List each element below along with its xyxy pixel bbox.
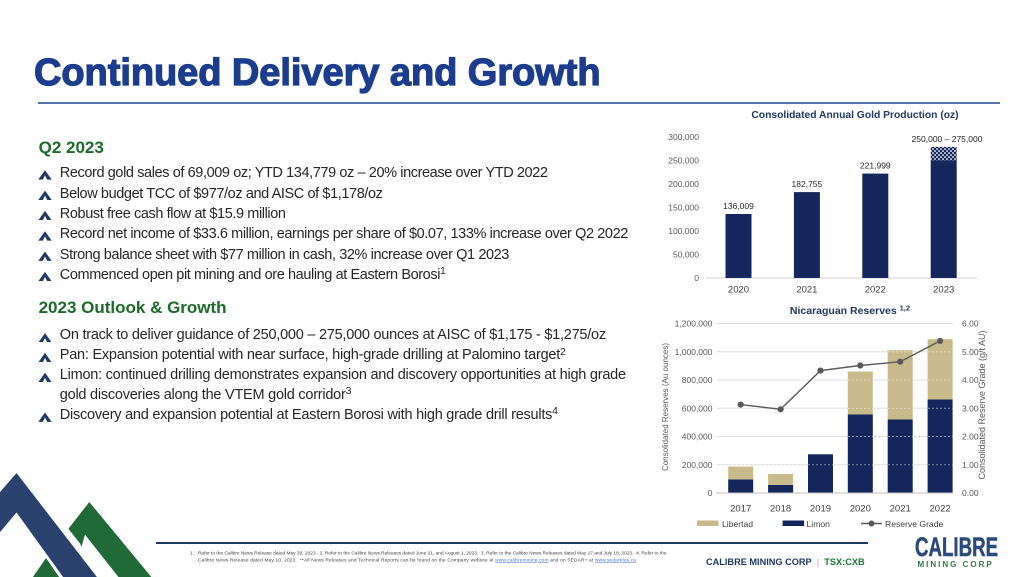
svg-text:2018: 2018 <box>770 504 791 515</box>
svg-text:600,000: 600,000 <box>682 403 713 413</box>
svg-text:2.00: 2.00 <box>962 432 979 442</box>
svg-text:Consolidated Reserves (Au ounc: Consolidated Reserves (Au ounces) <box>661 343 670 471</box>
svg-text:3.00: 3.00 <box>962 403 979 413</box>
svg-text:Limon: Limon <box>807 519 831 529</box>
svg-text:200,000: 200,000 <box>668 179 699 189</box>
svg-text:1,000,000: 1,000,000 <box>675 347 713 357</box>
svg-text:0: 0 <box>694 273 699 283</box>
svg-text:2019: 2019 <box>810 504 831 515</box>
svg-text:200,000: 200,000 <box>682 460 713 470</box>
svg-text:1,200,000: 1,200,000 <box>675 319 713 329</box>
svg-text:300,000: 300,000 <box>668 132 699 142</box>
svg-text:2022: 2022 <box>865 285 886 296</box>
svg-text:0: 0 <box>708 488 713 498</box>
svg-text:2020: 2020 <box>728 285 749 296</box>
svg-text:250,000: 250,000 <box>668 155 699 165</box>
svg-text:Nicaraguan Reserves 1,2: Nicaraguan Reserves 1,2 <box>790 304 910 318</box>
svg-text:136,009: 136,009 <box>723 201 754 211</box>
svg-text:2017: 2017 <box>730 504 751 515</box>
svg-text:2022: 2022 <box>930 504 951 515</box>
svg-text:50,000: 50,000 <box>673 250 699 260</box>
svg-text:150,000: 150,000 <box>668 202 699 212</box>
svg-text:Consolidated Reserve Grade (g/: Consolidated Reserve Grade (g/t AU) <box>977 330 987 479</box>
svg-text:2021: 2021 <box>796 285 817 296</box>
svg-text:Reserve Grade: Reserve Grade <box>885 519 943 529</box>
svg-text:400,000: 400,000 <box>682 432 713 442</box>
svg-text:1.00: 1.00 <box>962 460 979 470</box>
svg-text:2023: 2023 <box>933 285 954 296</box>
svg-text:250,000 – 275,000: 250,000 – 275,000 <box>912 134 983 144</box>
svg-text:6.00: 6.00 <box>962 319 979 329</box>
svg-text:2020: 2020 <box>850 504 871 515</box>
svg-text:800,000: 800,000 <box>682 375 713 385</box>
svg-text:182,755: 182,755 <box>792 179 823 189</box>
svg-text:221,999: 221,999 <box>860 161 891 171</box>
svg-text:5.00: 5.00 <box>962 347 979 357</box>
svg-text:100,000: 100,000 <box>668 226 699 236</box>
svg-text:2021: 2021 <box>890 504 911 515</box>
svg-text:Consolidated Annual Gold Produ: Consolidated Annual Gold Production (oz) <box>751 110 958 121</box>
svg-text:Libertad: Libertad <box>722 519 753 529</box>
svg-text:4.00: 4.00 <box>962 375 979 385</box>
svg-text:0.00: 0.00 <box>962 488 979 498</box>
